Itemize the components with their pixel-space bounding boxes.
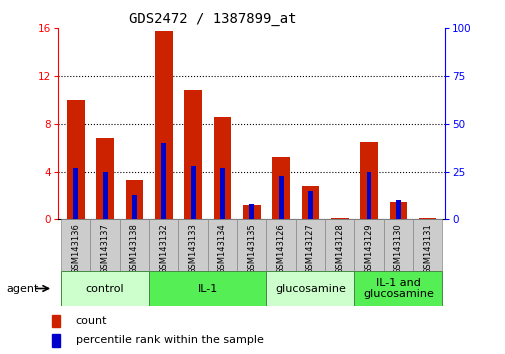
Bar — [208, 219, 237, 271]
Bar — [132, 195, 137, 219]
Bar — [237, 219, 266, 271]
Bar — [73, 168, 78, 219]
Bar — [213, 117, 231, 219]
Text: GSM143132: GSM143132 — [159, 223, 168, 274]
Bar — [249, 204, 254, 219]
Bar — [155, 31, 172, 219]
Bar — [178, 219, 208, 271]
Bar — [354, 271, 441, 306]
Bar — [96, 138, 114, 219]
Text: GSM143131: GSM143131 — [422, 223, 431, 274]
Bar — [61, 219, 90, 271]
Bar — [278, 176, 283, 219]
Bar — [354, 219, 383, 271]
Bar — [220, 168, 224, 219]
Text: GSM143130: GSM143130 — [393, 223, 402, 274]
Text: GSM143133: GSM143133 — [188, 223, 197, 274]
Bar — [242, 205, 260, 219]
Bar — [52, 315, 60, 327]
Bar — [149, 219, 178, 271]
Text: GSM143138: GSM143138 — [130, 223, 139, 274]
Bar — [103, 172, 108, 219]
Bar — [67, 100, 84, 219]
Bar — [272, 157, 289, 219]
Bar — [366, 172, 371, 219]
Bar — [324, 219, 353, 271]
Text: glucosamine: glucosamine — [274, 284, 345, 293]
Bar — [360, 142, 377, 219]
Bar — [190, 166, 195, 219]
Text: percentile rank within the sample: percentile rank within the sample — [76, 335, 263, 346]
Bar — [149, 271, 266, 306]
Bar — [120, 219, 149, 271]
Text: agent: agent — [6, 284, 38, 293]
Bar — [308, 191, 312, 219]
Bar — [395, 200, 400, 219]
Bar — [125, 180, 143, 219]
Bar — [412, 219, 441, 271]
Text: control: control — [86, 284, 124, 293]
Bar — [295, 219, 324, 271]
Text: GSM143135: GSM143135 — [247, 223, 256, 274]
Text: IL-1 and
glucosamine: IL-1 and glucosamine — [362, 278, 433, 299]
Text: GSM143129: GSM143129 — [364, 223, 373, 274]
Bar — [90, 219, 120, 271]
Bar — [184, 91, 201, 219]
Text: count: count — [76, 316, 107, 326]
Text: GSM143127: GSM143127 — [306, 223, 314, 274]
Text: GSM143137: GSM143137 — [100, 223, 110, 274]
Bar — [266, 219, 295, 271]
Bar — [52, 334, 60, 347]
Bar — [418, 218, 436, 219]
Bar — [330, 218, 348, 219]
Bar — [161, 143, 166, 219]
Text: GSM143128: GSM143128 — [334, 223, 343, 274]
Text: GSM143134: GSM143134 — [218, 223, 226, 274]
Text: GSM143126: GSM143126 — [276, 223, 285, 274]
Bar — [301, 186, 319, 219]
Bar — [266, 271, 353, 306]
Bar — [61, 271, 149, 306]
Text: GSM143136: GSM143136 — [71, 223, 80, 274]
Bar — [389, 201, 407, 219]
Text: GDS2472 / 1387899_at: GDS2472 / 1387899_at — [128, 12, 296, 27]
Text: IL-1: IL-1 — [197, 284, 218, 293]
Bar — [383, 219, 412, 271]
